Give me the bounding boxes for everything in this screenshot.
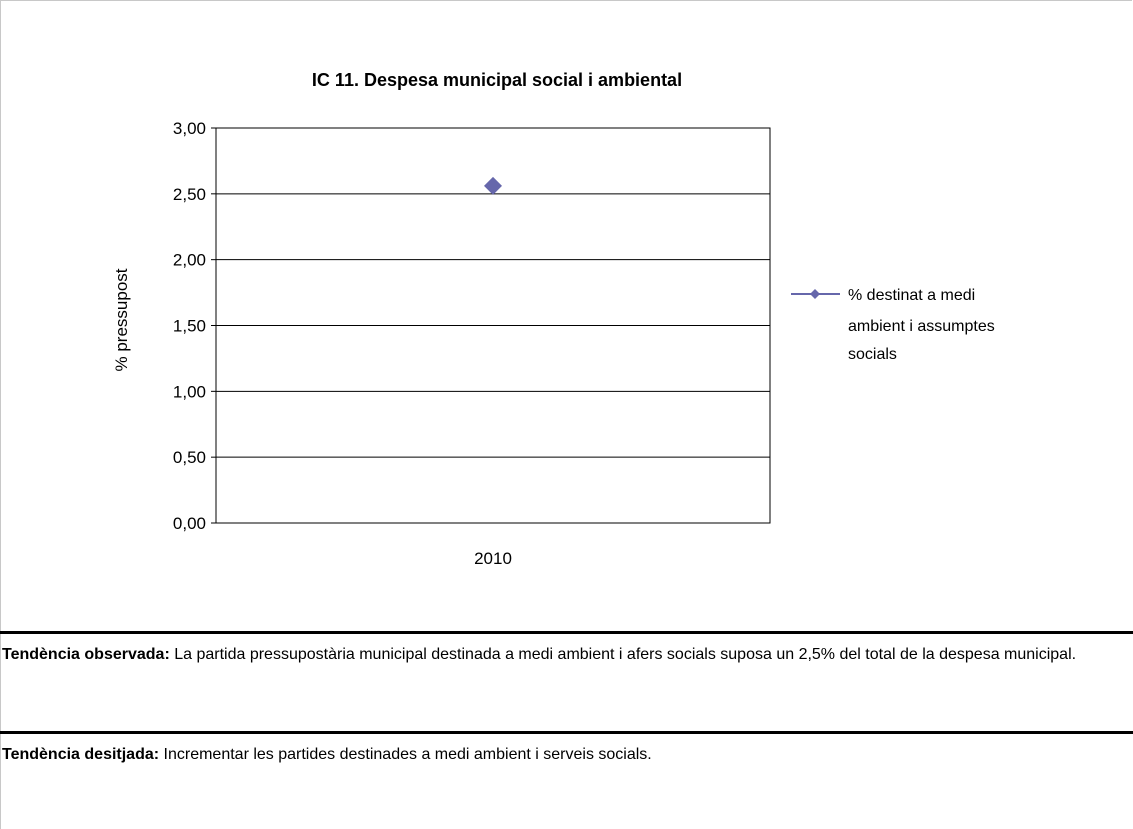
- desired-trend-text: Incrementar les partides destinades a me…: [159, 746, 652, 763]
- y-tick-label: 2,00: [173, 251, 206, 270]
- data-points: [484, 176, 502, 195]
- data-point-diamond: [484, 176, 502, 195]
- y-tick-label: 1,00: [173, 382, 206, 401]
- legend-line-2: ambient i assumptes: [848, 318, 995, 335]
- desired-trend-label: Tendència desitjada: [2, 746, 154, 763]
- y-tick-label: 2,50: [173, 185, 206, 204]
- observed-trend-text: La partida pressupostària municipal dest…: [169, 646, 1077, 663]
- observed-trend: Tendència observada: La partida pressupo…: [0, 631, 1133, 701]
- gridlines: [216, 193, 770, 458]
- y-tick-label: 3,00: [173, 119, 206, 138]
- y-axis-ticks: 0,00 0,50 1,00 1,50 2,00 2,50 3,00: [173, 119, 216, 533]
- chart-title: IC 11. Despesa municipal social i ambien…: [312, 70, 682, 90]
- legend-diamond-marker: [810, 289, 820, 299]
- y-tick-label: 0,50: [173, 448, 206, 467]
- chart: IC 11. Despesa municipal social i ambien…: [112, 70, 995, 568]
- observed-trend-separator: :: [164, 646, 170, 663]
- desired-trend-separator: :: [153, 746, 160, 763]
- y-tick-label: 0,00: [173, 514, 206, 533]
- x-axis-ticks: 2010: [474, 549, 512, 568]
- y-axis-label: % pressupost: [112, 268, 131, 371]
- legend-line-1: % destinat a medi: [848, 287, 975, 304]
- legend: % destinat a medi ambient i assumptes so…: [791, 287, 995, 363]
- y-tick-label: 1,50: [173, 317, 206, 336]
- observed-trend-label: Tendència observada: [2, 646, 165, 663]
- desired-trend: Tendència desitjada: Incrementar les par…: [0, 731, 1133, 791]
- x-tick-label: 2010: [474, 549, 512, 568]
- legend-line-3: socials: [848, 346, 897, 363]
